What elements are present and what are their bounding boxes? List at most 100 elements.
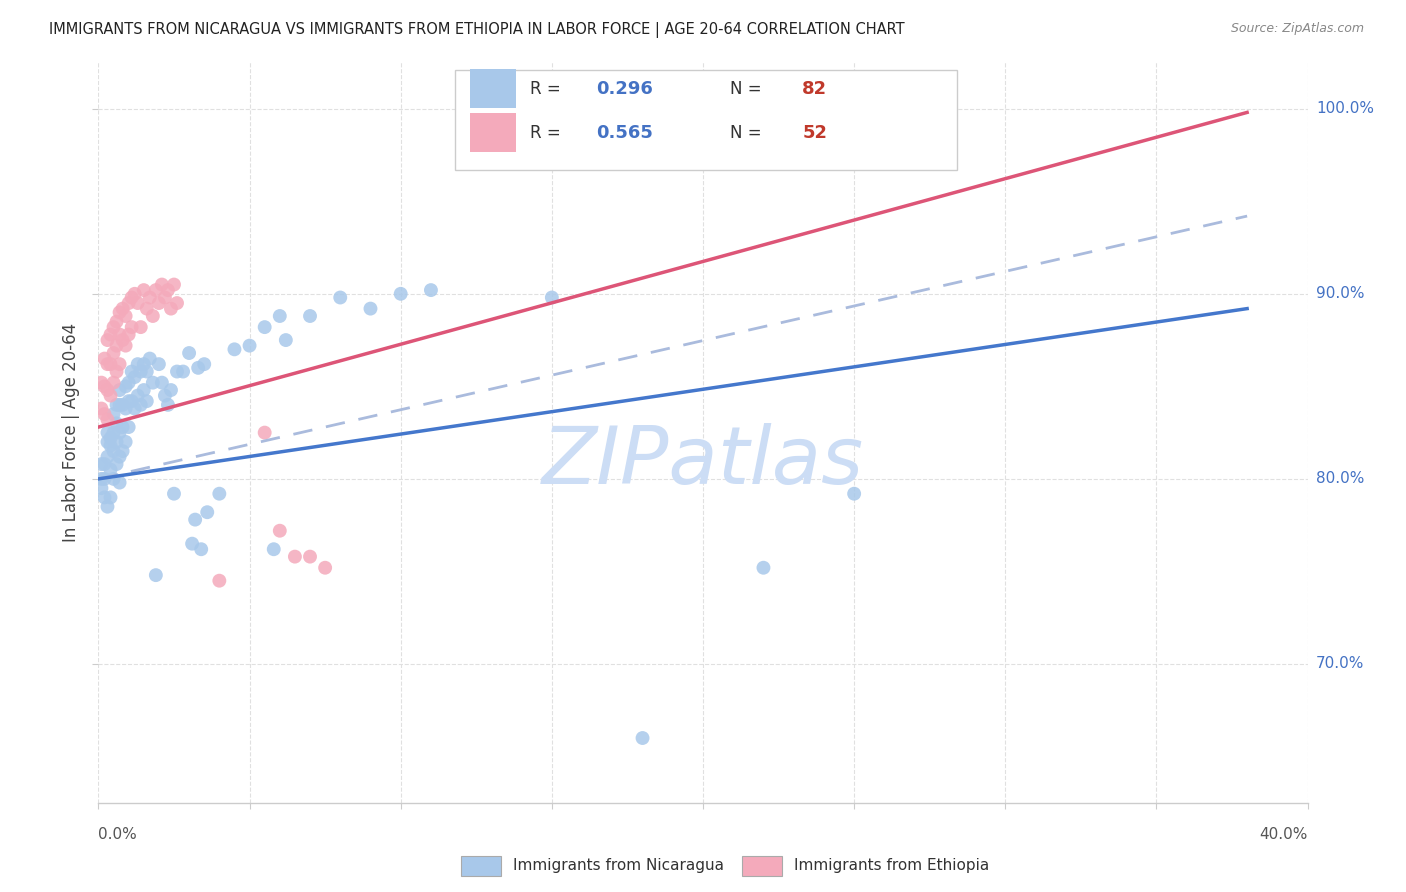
Point — [108, 475, 131, 490]
Text: Source: ZipAtlas.com: Source: ZipAtlas.com — [1230, 22, 1364, 36]
Point — [329, 291, 352, 305]
Text: 70.0%: 70.0% — [1316, 657, 1364, 672]
Point — [127, 296, 149, 310]
Point — [103, 444, 125, 458]
Point — [166, 365, 188, 379]
Point — [160, 383, 183, 397]
Point — [127, 357, 149, 371]
Point — [93, 457, 115, 471]
Point — [142, 376, 165, 390]
Point — [103, 376, 125, 390]
Point — [124, 370, 146, 384]
Point — [187, 360, 209, 375]
Point — [103, 425, 125, 440]
Point — [160, 301, 183, 316]
Point — [419, 283, 441, 297]
Point — [631, 731, 654, 745]
Point — [190, 542, 212, 557]
Point — [153, 388, 176, 402]
Point — [105, 398, 128, 412]
Point — [135, 301, 157, 316]
Point — [132, 383, 155, 397]
Text: N =: N = — [730, 79, 766, 97]
Point — [105, 417, 128, 431]
Point — [274, 333, 297, 347]
Point — [181, 536, 204, 550]
Point — [124, 401, 146, 416]
Point — [153, 291, 176, 305]
Point — [103, 407, 125, 421]
Point — [129, 320, 152, 334]
Point — [105, 457, 128, 471]
Point — [195, 505, 218, 519]
Point — [156, 398, 179, 412]
Point — [90, 457, 112, 471]
Point — [100, 357, 122, 371]
Point — [253, 320, 276, 334]
Point — [105, 434, 128, 449]
Point — [135, 365, 157, 379]
Point — [93, 351, 115, 366]
Point — [121, 291, 143, 305]
Point — [172, 365, 194, 379]
Point — [108, 450, 131, 464]
Point — [114, 309, 136, 323]
Point — [93, 407, 115, 421]
Point — [148, 357, 170, 371]
Point — [284, 549, 307, 564]
Point — [124, 286, 146, 301]
Point — [299, 549, 322, 564]
Point — [360, 301, 382, 316]
Point — [103, 320, 125, 334]
Point — [96, 357, 118, 371]
Point — [100, 388, 122, 402]
Point — [108, 383, 131, 397]
Point — [96, 450, 118, 464]
Point — [166, 296, 188, 310]
Point — [127, 388, 149, 402]
Point — [150, 277, 173, 292]
Point — [96, 383, 118, 397]
Point — [118, 376, 141, 390]
Point — [108, 357, 131, 371]
Point — [224, 343, 246, 357]
Point — [148, 296, 170, 310]
Point — [111, 398, 134, 412]
Point — [510, 102, 533, 116]
Point — [844, 486, 866, 500]
Point — [269, 524, 291, 538]
Point — [114, 401, 136, 416]
Point — [90, 472, 112, 486]
Point — [139, 291, 162, 305]
Point — [105, 365, 128, 379]
Text: 82: 82 — [803, 79, 827, 97]
Text: 100.0%: 100.0% — [1316, 101, 1374, 116]
Point — [114, 434, 136, 449]
Point — [103, 472, 125, 486]
Text: Immigrants from Nicaragua: Immigrants from Nicaragua — [513, 858, 724, 872]
Point — [121, 320, 143, 334]
Text: ZIPatlas: ZIPatlas — [541, 423, 865, 501]
Point — [150, 376, 173, 390]
Point — [105, 314, 128, 328]
Text: IMMIGRANTS FROM NICARAGUA VS IMMIGRANTS FROM ETHIOPIA IN LABOR FORCE | AGE 20-64: IMMIGRANTS FROM NICARAGUA VS IMMIGRANTS … — [49, 22, 905, 38]
Text: 80.0%: 80.0% — [1316, 471, 1364, 486]
Point — [177, 346, 201, 360]
Point — [239, 338, 262, 352]
Point — [96, 333, 118, 347]
Point — [193, 357, 215, 371]
Point — [540, 291, 562, 305]
Point — [108, 425, 131, 440]
Point — [114, 379, 136, 393]
Point — [108, 398, 131, 412]
Point — [752, 560, 775, 574]
Point — [114, 338, 136, 352]
Text: 52: 52 — [803, 124, 827, 142]
Point — [314, 560, 336, 574]
Point — [253, 425, 276, 440]
Point — [132, 283, 155, 297]
Point — [118, 420, 141, 434]
Point — [96, 434, 118, 449]
Point — [118, 394, 141, 409]
Point — [111, 444, 134, 458]
